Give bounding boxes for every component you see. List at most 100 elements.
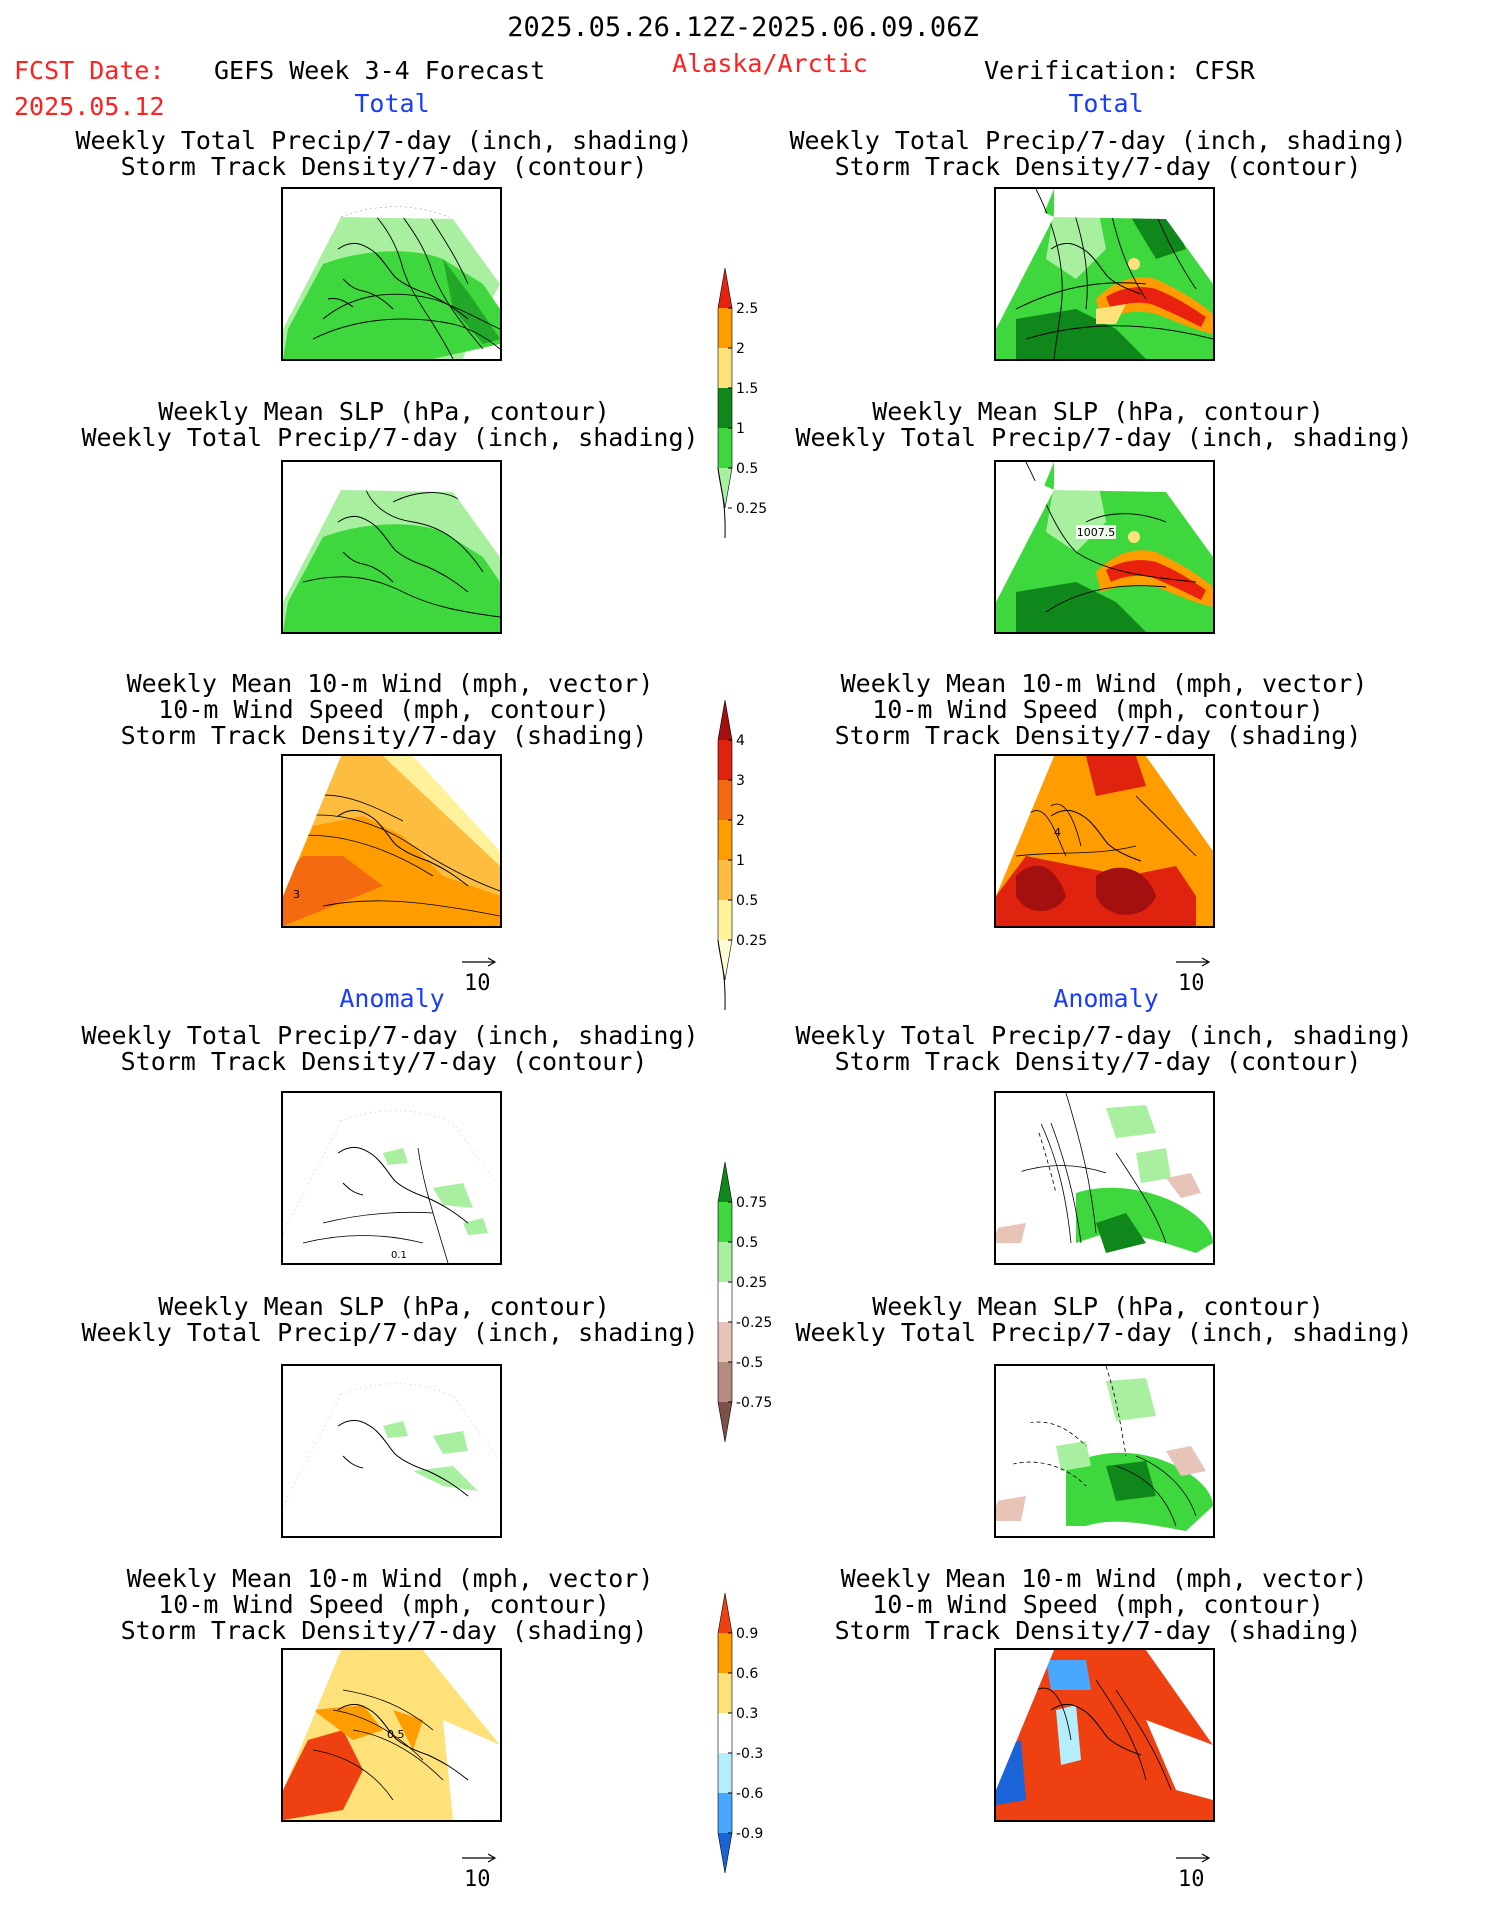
fcst-date-value: 2025.05.12	[14, 92, 165, 121]
colorbar-precip-anomaly: 0.75 0.5 0.25 -0.25 -0.5 -0.75	[717, 1161, 788, 1443]
map-panel-slp-total-verification: 1007.5	[994, 460, 1215, 634]
colorbar-tick-label: 2.5	[736, 301, 758, 317]
panel-title-r3-c: Storm Track Density/7-day (shading)	[834, 721, 1362, 750]
panel-title-l3-a: Weekly Mean 10-m Wind (mph, vector)	[126, 669, 654, 698]
map-panel-slp-total-forecast	[281, 460, 502, 634]
colorbar-tick-label: 1	[736, 853, 745, 869]
panel-title-l3-b: 10-m Wind Speed (mph, contour)	[158, 695, 610, 724]
colorbar-segment	[718, 1673, 732, 1713]
colorbar-tick-label: -0.9	[736, 1826, 763, 1842]
colorbar-segment	[718, 1362, 732, 1402]
vector-scale-label: 10	[1178, 1867, 1205, 1892]
colorbar-tick-label: 1.5	[736, 381, 758, 397]
colorbar-segment	[718, 820, 732, 860]
colorbar-tick-label: 2	[736, 813, 745, 829]
colorbar-segment	[718, 388, 732, 428]
fcst-date-label: FCST Date:	[14, 56, 165, 85]
colorbar-tick-label: 0.75	[736, 1195, 767, 1211]
region-title: Alaska/Arctic	[672, 49, 868, 78]
panel-title-l1-a: Weekly Total Precip/7-day (inch, shading…	[75, 126, 693, 155]
map-panel-precip-total-verification	[994, 187, 1215, 361]
map-panel-slp-anomaly-verification	[994, 1364, 1215, 1538]
colorbar-outline	[717, 267, 733, 509]
panel-title-r4-a: Weekly Total Precip/7-day (inch, shading…	[795, 1021, 1413, 1050]
vector-scale-label: 10	[464, 971, 491, 996]
panel-title-l6-a: Weekly Mean 10-m Wind (mph, vector)	[126, 1564, 654, 1593]
section-anomaly-left: Anomaly	[339, 984, 445, 1013]
colorbar-segment	[718, 1402, 732, 1442]
colorbar-tick-label: -0.25	[736, 1315, 772, 1331]
panel-title-l3-c: Storm Track Density/7-day (shading)	[120, 721, 648, 750]
map-panel-precip-total-forecast	[281, 187, 502, 361]
colorbar-outline	[717, 699, 733, 981]
colorbar-tick-label: 0.9	[736, 1626, 758, 1642]
colorbar-tick-label: 0.5	[736, 1235, 758, 1251]
colorbar-segment	[718, 468, 732, 508]
panel-title-r5-b: Weekly Total Precip/7-day (inch, shading…	[795, 1318, 1413, 1347]
panel-title-r1-b: Storm Track Density/7-day (contour)	[834, 152, 1362, 181]
section-total-right: Total	[1068, 89, 1144, 118]
vector-scale-r3: 10	[1174, 952, 1214, 996]
panel-title-r3-b: 10-m Wind Speed (mph, contour)	[872, 695, 1324, 724]
panel-title-r4-b: Storm Track Density/7-day (contour)	[834, 1047, 1362, 1076]
map-panel-wind-anomaly-verification	[994, 1648, 1215, 1822]
date-range-title: 2025.05.26.12Z-2025.06.09.06Z	[507, 12, 979, 43]
colorbar-segment	[718, 1202, 732, 1242]
colorbar-segment	[718, 308, 732, 348]
verification-title: Verification: CFSR	[984, 56, 1255, 85]
colorbar-storm-total: 4 3 2 1 0.5 0.25	[717, 699, 788, 1020]
map-panel-slp-anomaly-forecast	[281, 1364, 502, 1538]
section-anomaly-right: Anomaly	[1053, 984, 1159, 1013]
colorbar-tick-label: 0.5	[736, 461, 758, 477]
vector-scale-r6: 10	[1174, 1848, 1214, 1892]
colorbar-tick-label: -0.5	[736, 1355, 763, 1371]
storm-anomaly-contour-label: 0.1	[391, 1250, 407, 1261]
colorbar-tick-label: 0.5	[736, 893, 758, 909]
colorbar-tick-label: -0.75	[736, 1395, 772, 1411]
map-panel-precip-anomaly-verification	[994, 1091, 1215, 1265]
map-panel-precip-anomaly-forecast: 0.1	[281, 1091, 502, 1265]
panel-title-r5-a: Weekly Mean SLP (hPa, contour)	[872, 1292, 1324, 1321]
colorbar-segment	[718, 1833, 732, 1873]
colorbar-segment	[718, 940, 732, 980]
coastline	[327, 242, 469, 320]
panel-title-l6-b: 10-m Wind Speed (mph, contour)	[158, 1590, 610, 1619]
panel-title-r3-a: Weekly Mean 10-m Wind (mph, vector)	[840, 669, 1368, 698]
colorbar-outline	[717, 1161, 733, 1443]
panel-title-r1-a: Weekly Total Precip/7-day (inch, shading…	[789, 126, 1407, 155]
colorbar-segment	[718, 1282, 732, 1322]
panel-title-r6-b: 10-m Wind Speed (mph, contour)	[872, 1590, 1324, 1619]
map-panel-wind-total-forecast: 3	[281, 754, 502, 928]
map-panel-wind-anomaly-forecast: 0.5	[281, 1648, 502, 1822]
panel-title-r6-c: Storm Track Density/7-day (shading)	[834, 1616, 1362, 1645]
colorbar-tick-label: 0.3	[736, 1706, 758, 1722]
colorbar-precip-total: 2.5 2 1.5 1 0.5 0.25	[717, 267, 788, 548]
colorbar-tick-label: 0.6	[736, 1666, 758, 1682]
colorbar-tick-label: 0.25	[736, 933, 767, 949]
vector-scale-l6: 10	[460, 1848, 500, 1892]
panel-title-r2-a: Weekly Mean SLP (hPa, contour)	[872, 397, 1324, 426]
panel-title-l2-a: Weekly Mean SLP (hPa, contour)	[158, 397, 610, 426]
wind-anomaly-contour-label: 0.5	[387, 1728, 405, 1741]
panel-title-r6-a: Weekly Mean 10-m Wind (mph, vector)	[840, 1564, 1368, 1593]
colorbar-segment	[718, 1793, 732, 1833]
panel-title-l1-b: Storm Track Density/7-day (contour)	[120, 152, 648, 181]
colorbar-segment	[718, 1242, 732, 1282]
wind-contour-label: 3	[293, 888, 300, 901]
colorbar-segment	[718, 428, 732, 468]
storm-contour	[312, 189, 500, 359]
colorbar-tick-label: 0.25	[736, 501, 767, 517]
colorbar-segment	[718, 740, 732, 780]
colorbar-segment	[718, 860, 732, 900]
colorbar-segment	[718, 268, 732, 308]
colorbar-segment	[718, 1322, 732, 1362]
colorbar-storm-anomaly: 0.9 0.6 0.3 -0.3 -0.6 -0.9	[717, 1592, 788, 1874]
precip-shading	[283, 251, 500, 359]
colorbar-segment	[718, 348, 732, 388]
colorbar-segment	[718, 780, 732, 820]
colorbar-segment	[718, 1162, 732, 1202]
vector-scale-label: 10	[1178, 971, 1205, 996]
panel-title-l4-a: Weekly Total Precip/7-day (inch, shading…	[81, 1021, 699, 1050]
section-total-left: Total	[354, 89, 430, 118]
colorbar-tick-label: -0.3	[736, 1746, 763, 1762]
